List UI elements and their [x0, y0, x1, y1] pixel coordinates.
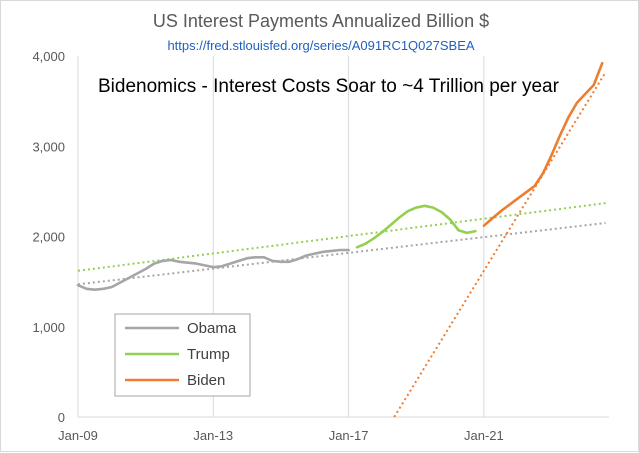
data-point-obama — [297, 258, 299, 260]
data-point-obama — [77, 284, 79, 287]
data-point-trump — [390, 223, 392, 226]
data-point-biden — [576, 102, 578, 104]
x-tick-label: Jan-09 — [58, 428, 98, 443]
data-point-obama — [136, 272, 138, 275]
data-point-biden — [483, 224, 485, 227]
data-point-obama — [305, 254, 308, 257]
data-point-biden — [601, 62, 604, 65]
data-point-obama — [339, 249, 341, 251]
data-point-obama — [195, 262, 198, 265]
data-point-obama — [263, 256, 265, 259]
data-point-biden — [550, 154, 553, 157]
x-tick-label: Jan-17 — [329, 428, 369, 443]
data-point-obama — [237, 260, 240, 262]
chart-title: US Interest Payments Annualized Billion … — [153, 11, 489, 31]
data-point-biden — [525, 191, 527, 194]
data-point-trump — [423, 205, 426, 207]
data-point-biden — [542, 172, 544, 175]
data-point-obama — [313, 252, 316, 255]
data-point-biden — [592, 84, 595, 86]
data-point-biden — [567, 116, 570, 119]
data-point-obama — [94, 288, 96, 291]
data-point-obama — [204, 264, 206, 267]
y-tick-label: 4,000 — [32, 49, 65, 64]
data-point-biden — [516, 197, 519, 200]
trendline-obama — [77, 221, 606, 286]
data-point-biden — [533, 185, 536, 187]
data-point-obama — [170, 259, 172, 261]
data-point-obama — [127, 277, 130, 279]
legend-label-biden: Biden — [187, 372, 225, 389]
data-point-obama — [347, 249, 350, 251]
data-point-biden — [508, 204, 511, 206]
data-point-obama — [119, 281, 122, 284]
data-point-biden — [491, 217, 494, 220]
data-point-trump — [406, 210, 409, 213]
data-point-obama — [178, 260, 181, 263]
data-point-trump — [364, 242, 367, 245]
data-point-obama — [229, 262, 231, 265]
data-point-obama — [102, 288, 105, 290]
y-tick-label: 3,000 — [32, 139, 65, 154]
series-layer — [76, 61, 604, 292]
data-point-obama — [85, 288, 88, 290]
axis-layer: Jan-09 Jan-13 Jan-17 Jan-21 0 1,000 2,000 3,000… — [32, 49, 609, 443]
x-tick-label: Jan-21 — [464, 428, 504, 443]
chart-annotation: Bidenomics - Interest Costs Soar to ~4 T… — [98, 76, 560, 97]
data-point-obama — [187, 261, 189, 264]
y-tick-label: 2,000 — [32, 230, 65, 245]
y-tick-label: 1,000 — [32, 320, 65, 335]
data-point-biden — [584, 93, 587, 95]
data-point-obama — [144, 268, 147, 270]
data-point-trump — [432, 206, 434, 209]
legend-label-obama: Obama — [187, 320, 237, 337]
data-point-obama — [330, 250, 333, 252]
legend-label-trump: Trump — [187, 346, 230, 363]
data-point-obama — [322, 251, 325, 253]
data-point-trump — [415, 206, 418, 209]
data-point-obama — [153, 262, 155, 265]
data-point-trump — [466, 232, 468, 234]
data-point-biden — [499, 210, 502, 213]
data-point-obama — [161, 260, 164, 262]
data-point-obama — [212, 266, 215, 268]
y-tick-label: 0 — [58, 410, 65, 425]
data-point-obama — [220, 265, 223, 268]
data-point-trump — [398, 216, 401, 219]
data-point-obama — [288, 260, 291, 263]
trendline-trump — [77, 202, 606, 272]
data-point-trump — [356, 246, 358, 249]
legend: Obama Trump Biden — [114, 313, 251, 397]
data-point-obama — [271, 260, 274, 262]
data-point-obama — [254, 256, 257, 259]
data-point-obama — [280, 260, 282, 263]
data-point-biden — [559, 134, 561, 137]
data-point-trump — [381, 231, 384, 233]
chart-subtitle: https://fred.stlouisfed.org/series/A091R… — [167, 38, 474, 53]
x-tick-label: Jan-13 — [193, 428, 233, 443]
data-point-trump — [449, 218, 451, 221]
trendline-layer — [77, 71, 607, 418]
data-point-obama — [246, 257, 248, 259]
data-point-trump — [474, 230, 477, 232]
data-point-trump — [440, 211, 443, 213]
data-point-trump — [457, 229, 460, 231]
data-point-trump — [373, 237, 375, 240]
data-point-obama — [111, 286, 113, 288]
